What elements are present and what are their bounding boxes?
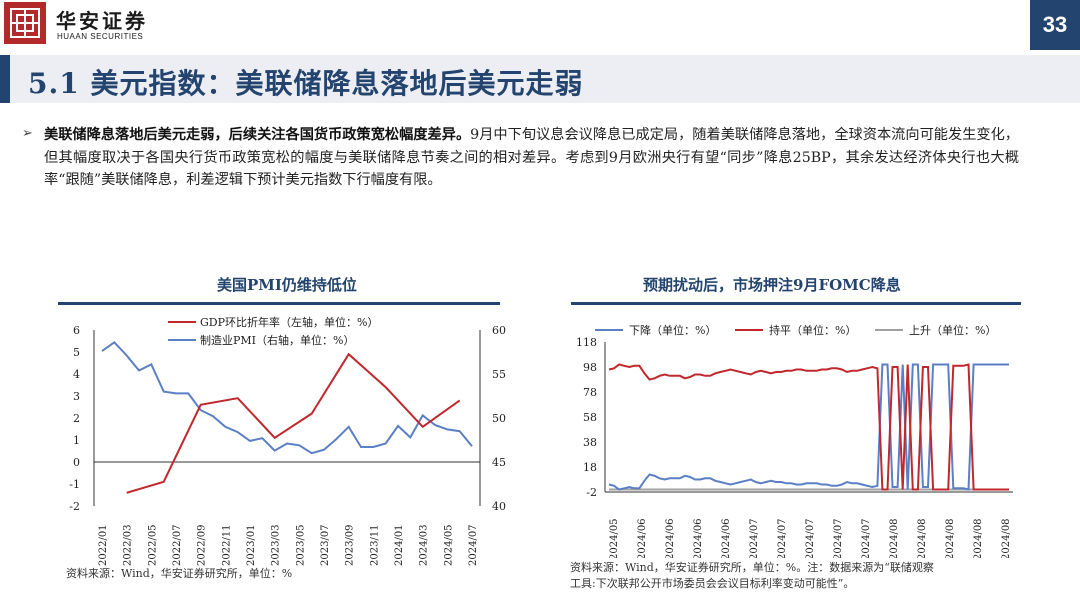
x-tick-label: 2022/09 bbox=[197, 524, 208, 566]
x-tick-label: 2024/08 bbox=[973, 518, 984, 558]
right-chart-source-line2: 工具:下次联邦公开市场委员会会议目标利率变动可能性”。 bbox=[570, 577, 855, 590]
left-y-tick-label: 1 bbox=[73, 434, 80, 447]
right-chart-source: 资料来源：Wind，华安证券研究所，单位：%。注：数据来源为“联储观察 工具:下… bbox=[570, 560, 934, 592]
x-tick-label: 2024/06 bbox=[721, 518, 732, 558]
right-chart-rule bbox=[571, 302, 1021, 305]
x-tick-label: 2022/03 bbox=[123, 524, 134, 566]
x-tick-label: 2024/05 bbox=[609, 518, 620, 558]
x-tick-label: 2024/07 bbox=[777, 518, 788, 558]
page-title: 5.1 美元指数：美联储降息落地后美元走弱 bbox=[28, 67, 584, 100]
x-tick-label: 2024/08 bbox=[917, 518, 928, 558]
x-tick-label: 2024/08 bbox=[889, 518, 900, 558]
logo-mark-icon bbox=[10, 8, 40, 38]
x-tick-label: 2023/11 bbox=[369, 524, 380, 566]
x-tick-label: 2022/11 bbox=[221, 524, 232, 566]
page-number: 33 bbox=[1030, 0, 1080, 50]
y-tick-label: -2 bbox=[586, 486, 597, 499]
legend-label-pmi: 制造业PMI（右轴，单位：%） bbox=[200, 333, 354, 347]
left-y-tick-label: 4 bbox=[73, 368, 80, 381]
summary-body: 9月中下旬议息会议降息已成定局，随着美联储降息落地，全球资本流向可能发生变化，但… bbox=[44, 127, 1020, 188]
y-tick-label: 58 bbox=[583, 411, 597, 424]
right-chart-source-line1: 资料来源：Wind，华安证券研究所，单位：%。注：数据来源为“联储观察 bbox=[570, 561, 934, 574]
legend-hold-label: 持平（单位：%） bbox=[769, 323, 856, 337]
left-chart-title: 美国PMI仍维持低位 bbox=[217, 276, 357, 294]
pmi-series-line bbox=[101, 340, 473, 455]
y-tick-label: 98 bbox=[583, 361, 597, 374]
legend-hike-label: 上升（单位：%） bbox=[909, 323, 996, 337]
x-tick-label: 2024/06 bbox=[665, 518, 676, 558]
x-tick-label: 2024/05 bbox=[443, 524, 454, 566]
title-bar bbox=[0, 55, 1080, 103]
x-tick-label: 2024/08 bbox=[945, 518, 956, 558]
left-y-tick-label: 3 bbox=[73, 390, 80, 403]
x-tick-label: 2024/07 bbox=[861, 518, 872, 558]
decline-series-line bbox=[608, 363, 1009, 491]
right-y-tick-label: 45 bbox=[492, 456, 506, 469]
right-y-tick-label: 60 bbox=[492, 324, 506, 337]
left-y-tick-label: -1 bbox=[69, 478, 80, 491]
x-tick-label: 2023/07 bbox=[320, 524, 331, 566]
x-tick-label: 2023/01 bbox=[246, 524, 257, 566]
x-tick-label: 2022/05 bbox=[147, 524, 158, 566]
y-tick-label: 118 bbox=[576, 336, 597, 349]
right-chart-title: 预期扰动后，市场押注9月FOMC降息 bbox=[643, 276, 901, 294]
legend-label-gdp: GDP环比折年率（左轴，单位：%） bbox=[200, 315, 378, 329]
summary-paragraph: 美联储降息落地后美元走弱，后续关注各国货币政策宽松幅度差异。9月中下旬议息会议降… bbox=[44, 124, 1019, 192]
x-tick-label: 2022/01 bbox=[98, 524, 109, 566]
legend-decline-label: 下降（单位：%） bbox=[629, 323, 716, 337]
left-chart-source: 资料来源：Wind，华安证券研究所，单位：% bbox=[66, 567, 293, 580]
right-y-tick-label: 40 bbox=[492, 500, 506, 513]
brand-name-cn: 华安证券 bbox=[56, 9, 148, 33]
fomc-probability-chart: -2 18 38 58 78 98 118 2024/05 2024/06 2024/06 2024… bbox=[576, 323, 1013, 558]
left-y-tick-label: 0 bbox=[73, 456, 80, 469]
x-tick-label: 2023/05 bbox=[295, 524, 306, 566]
left-y-tick-label: -2 bbox=[69, 500, 80, 513]
x-tick-label: 2024/06 bbox=[637, 518, 648, 558]
x-tick-label: 2023/03 bbox=[271, 524, 282, 566]
left-y-tick-label: 6 bbox=[73, 324, 80, 337]
left-y-tick-label: 5 bbox=[73, 346, 80, 359]
x-tick-label: 2024/07 bbox=[749, 518, 760, 558]
hold-series-line bbox=[608, 363, 1009, 491]
left-chart-rule bbox=[58, 302, 500, 305]
bullet-arrow-icon: ➢ bbox=[22, 126, 33, 141]
x-tick-label: 2024/07 bbox=[805, 518, 816, 558]
company-logo bbox=[4, 2, 46, 44]
left-y-tick-label: 2 bbox=[73, 412, 80, 425]
x-tick-label: 2024/07 bbox=[833, 518, 844, 558]
x-tick-label: 2024/08 bbox=[1001, 518, 1012, 558]
brand-name-en: HUAAN SECURITIES bbox=[57, 32, 144, 41]
gdp-series-line bbox=[126, 352, 461, 494]
x-tick-label: 2024/07 bbox=[468, 524, 479, 566]
right-y-tick-label: 50 bbox=[492, 412, 506, 425]
right-y-tick-label: 55 bbox=[492, 368, 506, 381]
x-tick-label: 2024/06 bbox=[693, 518, 704, 558]
y-tick-label: 38 bbox=[583, 436, 597, 449]
x-tick-label: 2023/09 bbox=[345, 524, 356, 566]
y-tick-label: 78 bbox=[583, 386, 597, 399]
summary-lead: 美联储降息落地后美元走弱，后续关注各国货币政策宽松幅度差异。 bbox=[44, 127, 471, 143]
y-tick-label: 18 bbox=[583, 461, 597, 474]
x-tick-label: 2024/01 bbox=[394, 524, 405, 566]
x-tick-label: 2022/07 bbox=[172, 524, 183, 566]
x-tick-label: 2024/03 bbox=[419, 524, 430, 566]
